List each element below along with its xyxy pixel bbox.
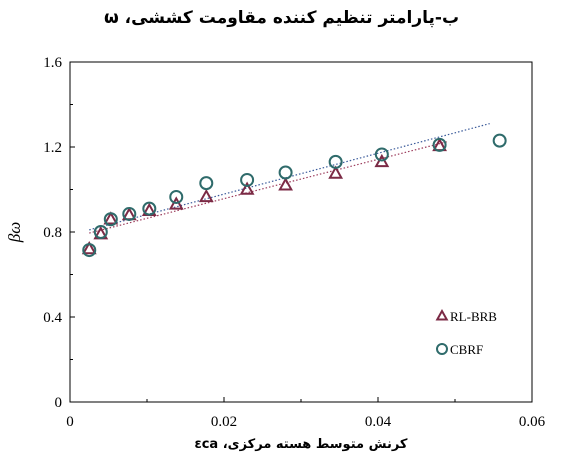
trendline-rl-brb — [89, 141, 448, 234]
data-point — [198, 188, 214, 203]
y-tick-label: 0.8 — [43, 225, 62, 241]
data-point — [142, 201, 157, 216]
data-point — [169, 189, 184, 204]
data-point — [199, 176, 214, 191]
y-tick-label: 1.2 — [43, 140, 62, 156]
data-point — [168, 196, 184, 210]
x-tick-label: 0.04 — [365, 414, 392, 430]
y-tick-label: 0.4 — [43, 310, 62, 326]
y-axis-label: βω — [5, 222, 24, 243]
data-point — [122, 206, 137, 221]
data-point — [82, 243, 97, 258]
legend-label: CBRF — [450, 342, 483, 357]
series-cbrf — [82, 133, 507, 258]
data-point — [93, 225, 108, 239]
x-tick-label: 0.06 — [519, 414, 546, 430]
data-point — [103, 211, 119, 225]
x-tick-label: 0 — [66, 414, 74, 430]
x-axis-label: کرنش متوسط هسته مرکزی، εca — [194, 437, 408, 452]
series-rl-brb — [81, 137, 448, 255]
data-point — [374, 147, 389, 162]
chart-title: ب-پارامتر تنظیم کننده مقاومت کششی، ω — [103, 8, 460, 28]
data-point — [81, 240, 97, 255]
legend-marker — [435, 308, 449, 321]
data-point — [278, 165, 293, 180]
y-tick-label: 0 — [55, 395, 63, 411]
x-tick-label: 0.02 — [211, 414, 237, 430]
data-point — [278, 177, 294, 191]
data-point — [328, 154, 343, 169]
data-point — [432, 137, 447, 152]
y-tick-label: 1.6 — [43, 55, 62, 71]
legend-label: RL-BRB — [450, 309, 497, 324]
data-point — [103, 212, 118, 227]
data-point — [239, 181, 255, 195]
legend-marker — [436, 343, 448, 355]
data-point — [492, 133, 507, 148]
data-point — [240, 172, 255, 187]
data-point — [328, 165, 344, 179]
data-point — [374, 153, 390, 168]
